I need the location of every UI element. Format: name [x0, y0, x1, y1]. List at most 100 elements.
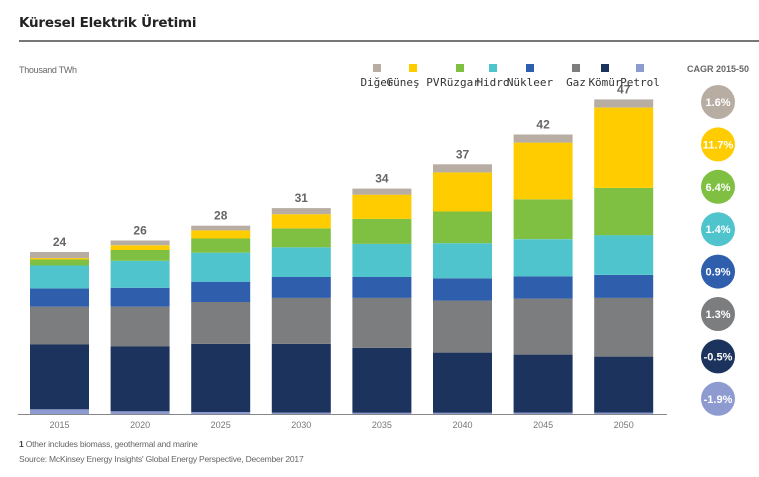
stacked-bar-chart: 24 26 28 31 34 37 42 47 2015 2020 2025 2030 2035 204…: [18, 64, 749, 430]
bar-stack-2020: [110, 240, 170, 414]
x-tick-2025: 2025: [211, 420, 231, 430]
bar-segment-komur-2045: [513, 354, 573, 413]
bar-segment-petrol-2050: [594, 412, 654, 414]
cagr-circle-ruzgar: [701, 169, 735, 204]
bar-segment-gunes-pv-2020: [110, 245, 170, 250]
bar-segment-diger-2015: [30, 252, 89, 259]
x-tick-2045: 2045: [533, 420, 553, 430]
cagr-badge-nukleer: 0.9%: [701, 254, 735, 289]
title-divider: [19, 40, 759, 42]
bar-stack-2050: [594, 99, 654, 414]
cagr-circle-komur: [701, 339, 735, 374]
bar-segment-komur-2025: [191, 343, 251, 412]
cagr-value-ruzgar: 6.4%: [705, 182, 730, 194]
bar-segment-gunes-pv-2045: [513, 142, 573, 200]
bar-segment-nukleer-2030: [271, 277, 331, 298]
source-note: Source: McKinsey Energy Insights' Global…: [19, 454, 304, 464]
x-tick-2040: 2040: [452, 420, 472, 430]
total-label-2040: 37: [456, 147, 470, 161]
footnote: 1 Other includes biomass, geothermal and…: [19, 439, 198, 449]
cagr-circle-nukleer: [701, 254, 735, 289]
legend-label-gunes-pv: Güneş PV: [387, 76, 440, 89]
legend-swatch-gaz: [572, 64, 580, 72]
legend-label-petrol: Petrol: [620, 76, 660, 89]
bar-stack-2035: [352, 188, 412, 414]
legend-swatch-petrol: [636, 64, 644, 72]
bar-segment-gaz-2020: [110, 306, 170, 347]
cagr-column: 1.6% 11.7% 6.4% 1.4% 0.9% 1.3% -0.5% -1.9%: [701, 85, 735, 416]
cagr-badge-komur: -0.5%: [701, 339, 735, 374]
bar-segment-hidro-2045: [513, 239, 573, 277]
bar-segment-ruzgar-2030: [271, 228, 331, 248]
bar-segment-gaz-2025: [191, 301, 251, 344]
cagr-badge-petrol: -1.9%: [701, 381, 735, 416]
bar-segment-gunes-pv-2015: [30, 258, 89, 260]
total-label-2035: 34: [375, 172, 389, 186]
cagr-circle-petrol: [701, 381, 735, 416]
legend-label-nukleer: Nükleer: [507, 76, 554, 89]
bar-segment-ruzgar-2015: [30, 259, 89, 266]
bar-segment-hidro-2035: [352, 243, 412, 277]
chart-title: Küresel Elektrik Üretimi: [19, 15, 197, 31]
cagr-badge-ruzgar: 6.4%: [701, 169, 735, 204]
y-axis-unit-label: Thousand TWh: [19, 65, 77, 75]
bar-segment-diger-2045: [513, 134, 573, 143]
bar-segment-diger-2020: [110, 240, 170, 246]
cagr-badge-gunes-pv: 11.7%: [701, 127, 735, 162]
total-label-2015: 24: [53, 235, 67, 249]
bar-segment-komur-2030: [271, 343, 331, 413]
bar-segment-gunes-pv-2025: [191, 230, 251, 239]
bar-segment-komur-2020: [110, 346, 170, 412]
bar-segment-gaz-2015: [30, 306, 89, 345]
cagr-circle-hidro: [701, 212, 735, 247]
cagr-title: CAGR 2015-50: [687, 64, 749, 74]
bar-segment-ruzgar-2020: [110, 250, 170, 261]
bar-segment-petrol-2025: [191, 412, 251, 414]
bar-segment-petrol-2020: [110, 411, 170, 414]
bar-segment-nukleer-2015: [30, 288, 89, 307]
bar-segment-gunes-pv-2040: [433, 172, 492, 212]
bar-segment-petrol-2015: [30, 409, 89, 414]
total-labels-group: 24 26 28 31 34 37 42 47: [53, 82, 631, 249]
footnote-text: Other includes biomass, geothermal and m…: [25, 439, 198, 449]
bar-segment-diger-2030: [271, 208, 331, 215]
total-label-2020: 26: [133, 224, 147, 238]
bar-segment-komur-2035: [352, 347, 412, 413]
cagr-value-petrol: -1.9%: [704, 394, 733, 406]
bar-segment-ruzgar-2035: [352, 218, 412, 244]
legend-label-ruzgar: Rüzgar: [440, 76, 480, 89]
bar-segment-ruzgar-2045: [513, 199, 573, 240]
bar-segment-gaz-2050: [594, 297, 654, 357]
legend-swatch-ruzgar: [456, 64, 464, 72]
bar-segment-ruzgar-2025: [191, 238, 251, 253]
bar-segment-gunes-pv-2050: [594, 107, 654, 188]
cagr-value-diger: 1.6%: [705, 97, 730, 109]
x-tick-2015: 2015: [49, 420, 69, 430]
bar-segment-hidro-2040: [433, 243, 492, 279]
bar-segment-hidro-2050: [594, 235, 654, 275]
legend-label-gaz: Gaz: [566, 76, 586, 89]
legend-item-gaz: Gaz: [566, 64, 586, 89]
bar-segment-nukleer-2020: [110, 287, 170, 307]
bar-segment-komur-2050: [594, 356, 654, 413]
bar-stack-2025: [191, 225, 251, 414]
bar-segment-gaz-2045: [513, 298, 573, 355]
legend-label-hidro: Hidro: [476, 76, 509, 89]
legend-swatch-nukleer: [526, 64, 534, 72]
cagr-circle-diger: [701, 85, 735, 119]
bars-group: [30, 99, 654, 414]
total-label-2030: 31: [295, 191, 309, 205]
bar-segment-petrol-2030: [271, 412, 331, 414]
bar-stack-2015: [30, 252, 89, 414]
bar-segment-nukleer-2050: [594, 275, 654, 298]
bar-segment-ruzgar-2050: [594, 187, 654, 236]
bar-segment-nukleer-2045: [513, 276, 573, 299]
bar-segment-gaz-2040: [433, 300, 492, 353]
bar-segment-diger-2035: [352, 188, 412, 195]
cagr-value-gunes-pv: 11.7%: [703, 139, 734, 151]
bar-segment-komur-2015: [30, 344, 89, 410]
cagr-value-komur: -0.5%: [704, 351, 733, 363]
total-label-2025: 28: [214, 209, 228, 223]
cagr-circle-gunes-pv: [701, 127, 735, 162]
